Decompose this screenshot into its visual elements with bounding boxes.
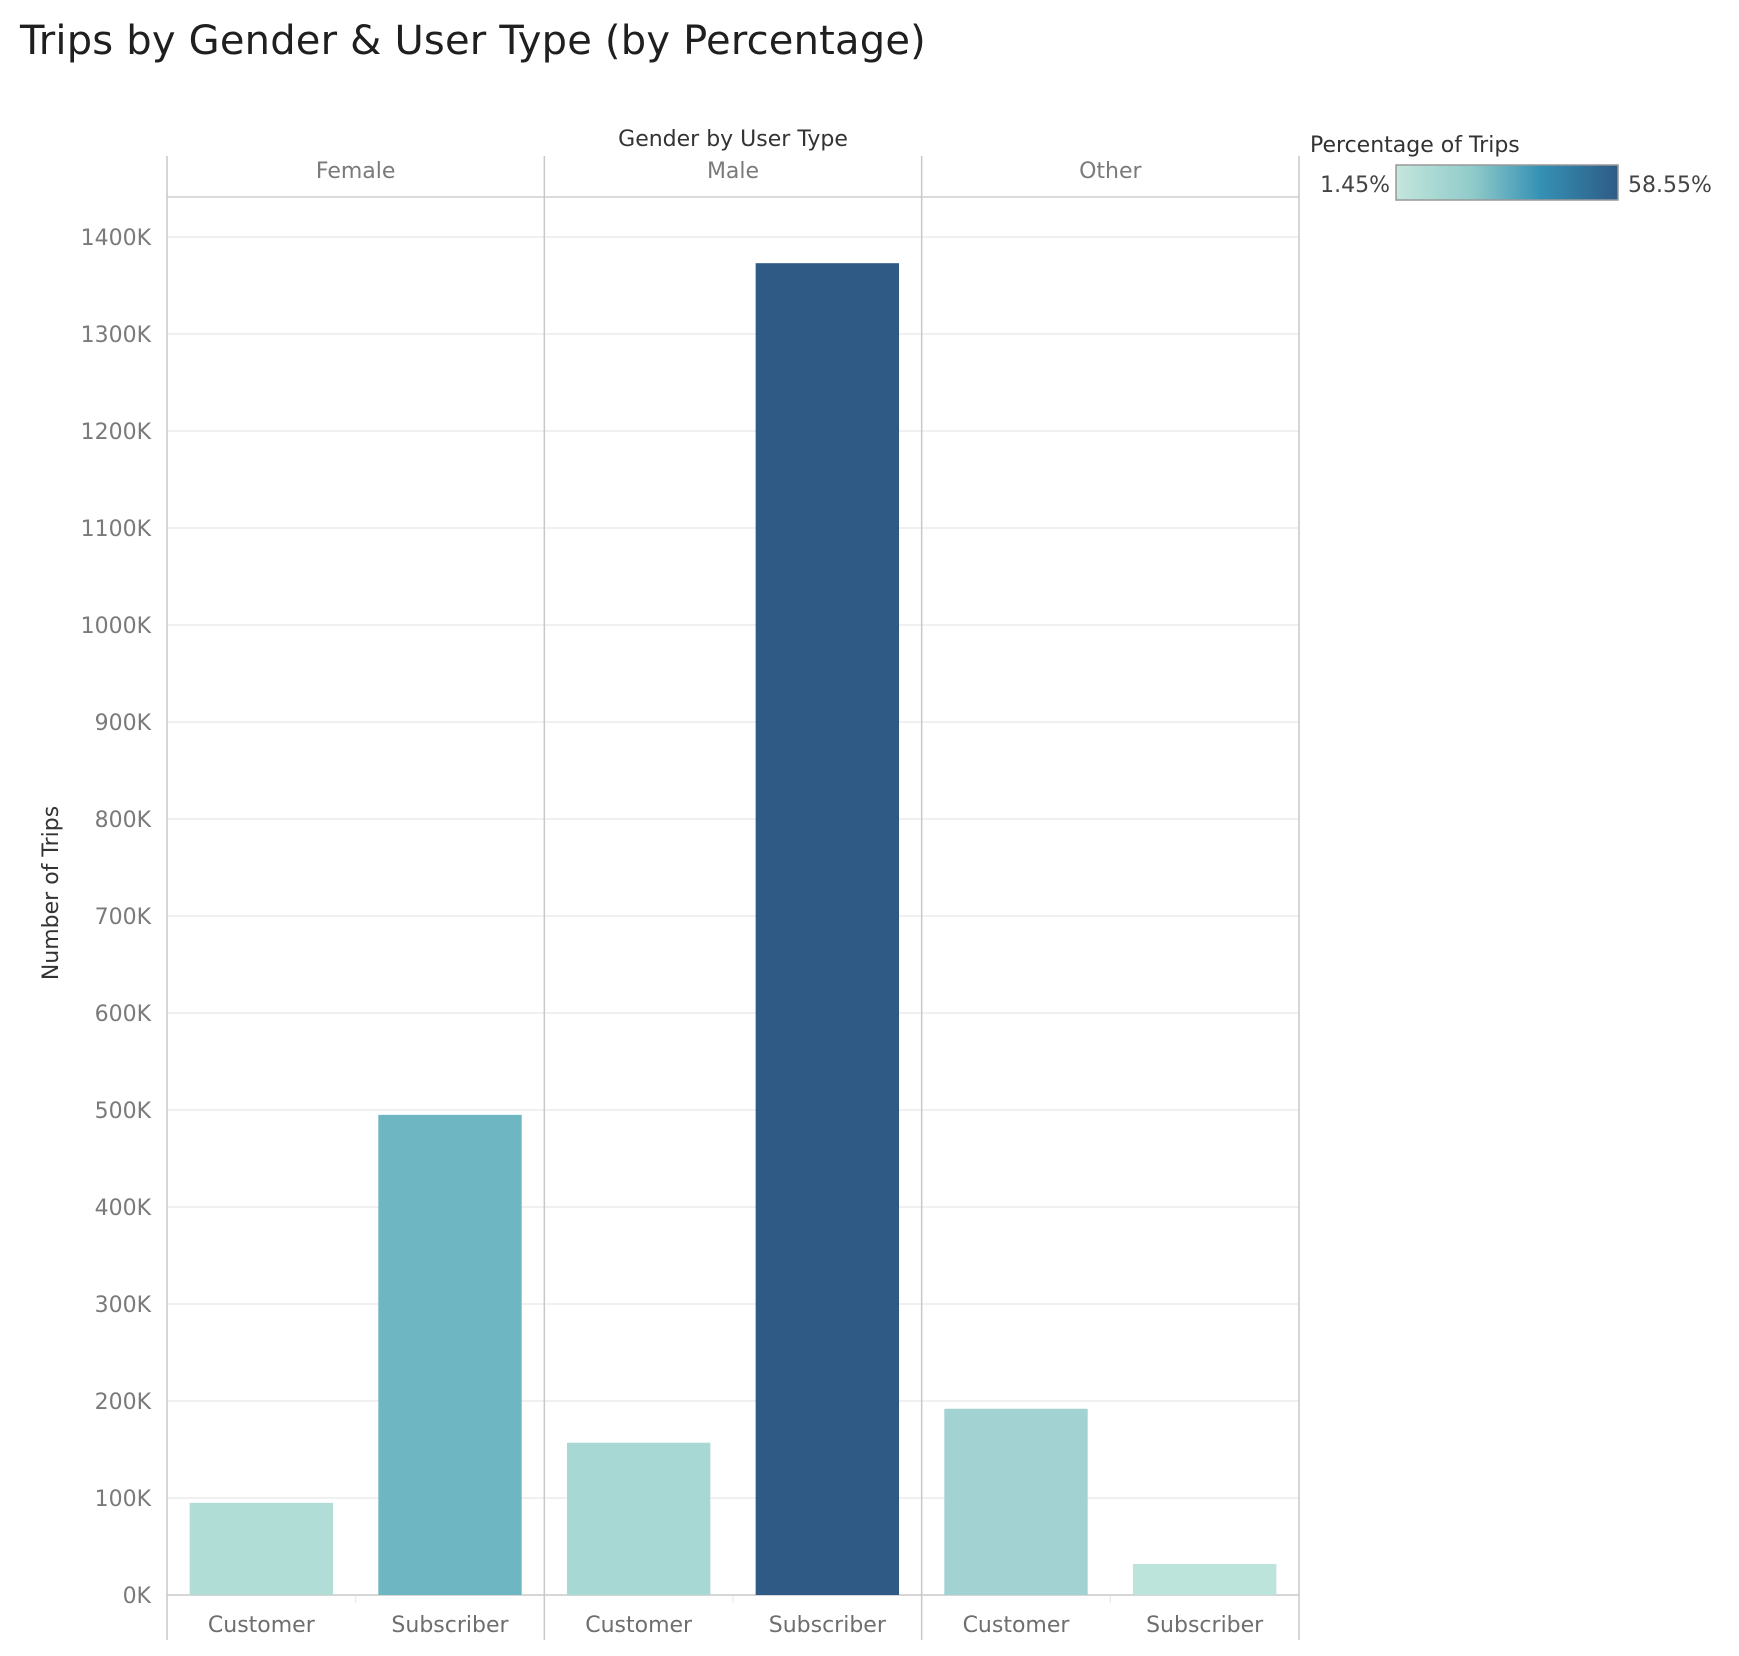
column-header-title: Gender by User Type <box>618 127 848 152</box>
x-category-label: Customer <box>963 1613 1071 1638</box>
bar-male-customer <box>566 1442 711 1595</box>
chart-title: Trips by Gender & User Type (by Percenta… <box>20 18 926 64</box>
axis-labels: 0K 100K 200K 300K 400K 500K 600K 700K 800K 900K 10… <box>81 159 1265 1638</box>
y-tick-label: 100K <box>95 1487 152 1512</box>
y-tick-label: 1300K <box>81 323 152 348</box>
legend-min-label: 1.45% <box>1320 173 1390 198</box>
bar-other-subscriber <box>1132 1563 1277 1595</box>
y-axis-title: Number of Trips <box>39 806 64 980</box>
bar-female-subscriber <box>378 1114 522 1595</box>
panel-header-other: Other <box>1079 159 1142 184</box>
bar-female-customer <box>189 1502 334 1595</box>
y-tick-label: 1200K <box>81 420 152 445</box>
bar-male-subscriber <box>755 263 900 1596</box>
x-category-label: Subscriber <box>1146 1613 1264 1638</box>
legend: Percentage of Trips 1.45% 58.55% <box>1310 133 1712 201</box>
y-tick-label: 200K <box>95 1390 152 1415</box>
x-category-label: Customer <box>585 1613 693 1638</box>
x-category-label: Customer <box>208 1613 316 1638</box>
y-tick-label: 600K <box>95 1002 152 1027</box>
panel-header-male: Male <box>707 159 759 184</box>
y-tick-label: 400K <box>95 1196 152 1221</box>
panel-header-female: Female <box>316 159 396 184</box>
y-tick-label: 500K <box>95 1099 152 1124</box>
y-tick-label: 900K <box>95 711 152 736</box>
x-category-label: Subscriber <box>769 1613 887 1638</box>
y-tick-label: 800K <box>95 808 152 833</box>
y-tick-label: 0K <box>123 1584 152 1609</box>
bars <box>189 263 1277 1596</box>
bar-other-customer <box>944 1408 1088 1595</box>
y-tick-label: 1100K <box>81 517 152 542</box>
y-tick-label: 700K <box>95 905 152 930</box>
gridlines <box>167 236 1299 1499</box>
y-tick-label: 300K <box>95 1293 152 1318</box>
legend-title: Percentage of Trips <box>1310 133 1520 158</box>
legend-color-ramp <box>1395 164 1619 201</box>
panel-frames <box>166 156 1300 1640</box>
x-category-label: Subscriber <box>391 1613 509 1638</box>
y-tick-label: 1400K <box>81 226 152 251</box>
legend-max-label: 58.55% <box>1628 173 1712 198</box>
y-tick-label: 1000K <box>81 614 152 639</box>
